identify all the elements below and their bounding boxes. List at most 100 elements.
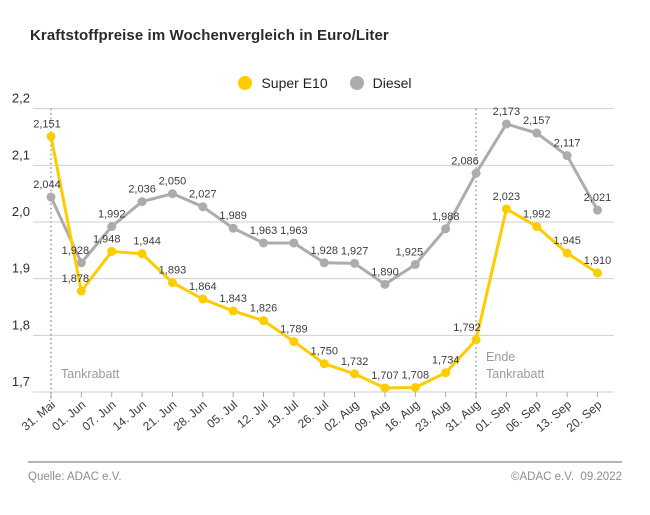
y-tick-label: 1,7 (12, 374, 30, 389)
x-tick-label: 21. Jun (140, 398, 179, 434)
data-point-label-diesel: 2,021 (584, 192, 612, 204)
data-point-label-diesel: 1,963 (250, 225, 278, 237)
data-point-diesel (501, 119, 511, 129)
data-point-label-diesel: 2,117 (554, 138, 581, 150)
annotation-text-ende-tankrabatt: Ende (486, 350, 515, 364)
data-point-diesel (198, 202, 208, 212)
data-point-diesel (46, 192, 56, 202)
data-point-diesel (228, 223, 238, 233)
data-point-super-e10 (501, 204, 511, 214)
data-point-label-diesel: 1,989 (219, 210, 247, 222)
data-point-label-super-e10: 1,864 (189, 281, 217, 293)
data-point-label-super-e10: 1,945 (553, 235, 581, 247)
data-point-label-diesel: 2,027 (189, 189, 217, 201)
x-tick-label: 31. Mai (19, 398, 58, 434)
data-point-label-super-e10: 1,792 (453, 322, 481, 334)
data-point-label-super-e10: 2,151 (33, 118, 61, 130)
y-tick-label: 1,9 (12, 261, 30, 276)
x-tick-label: 12. Jul (234, 398, 270, 431)
legend-label-diesel: Diesel (372, 75, 412, 91)
data-point-label-super-e10: 1,708 (402, 369, 430, 381)
chart-title: Kraftstoffpreise im Wochenvergleich in E… (30, 27, 389, 44)
x-tick-label: 14. Jun (110, 398, 149, 434)
data-point-diesel (137, 197, 147, 207)
data-point-super-e10 (562, 248, 572, 258)
data-point-diesel (167, 189, 177, 199)
data-point-label-diesel: 1,928 (62, 245, 90, 257)
x-tick-label: 28. Jun (171, 398, 210, 434)
data-point-label-super-e10: 1,732 (341, 356, 369, 368)
legend-item-diesel: Diesel (349, 75, 412, 91)
legend-item-super-e10: Super E10 (238, 75, 328, 91)
data-point-label-diesel: 2,050 (159, 176, 187, 188)
legend-swatch-super-e10-icon (238, 76, 253, 90)
data-point-super-e10 (76, 286, 86, 296)
data-point-diesel (259, 238, 269, 248)
data-point-label-diesel: 1,925 (396, 246, 424, 258)
x-tick-label: 07. Jun (79, 398, 118, 434)
data-point-super-e10 (410, 382, 420, 392)
data-point-label-diesel: 1,992 (98, 209, 126, 221)
data-point-super-e10 (198, 294, 208, 304)
data-point-label-super-e10: 1,948 (93, 233, 121, 245)
data-point-super-e10 (441, 368, 451, 378)
data-point-super-e10 (107, 246, 117, 256)
data-point-super-e10 (137, 249, 147, 259)
data-point-diesel (380, 279, 390, 289)
x-tick-label: 20. Sep (564, 397, 605, 435)
data-point-super-e10 (319, 359, 329, 369)
data-point-diesel (76, 258, 86, 268)
data-point-diesel (350, 258, 360, 268)
data-point-label-diesel: 2,173 (493, 106, 521, 118)
data-point-label-super-e10: 2,023 (493, 191, 521, 203)
data-point-super-e10 (350, 369, 360, 379)
data-point-diesel (471, 168, 481, 178)
x-tick-label: 01. Jun (49, 398, 88, 434)
data-point-label-diesel: 2,157 (523, 115, 551, 127)
data-point-super-e10 (228, 306, 238, 316)
data-point-diesel (410, 259, 420, 269)
data-point-label-diesel: 1,988 (432, 211, 460, 223)
data-point-diesel (441, 224, 451, 234)
x-tick-label: 19. Jul (265, 398, 301, 431)
data-point-super-e10 (289, 337, 299, 347)
x-tick-label: 05. Jul (204, 398, 240, 431)
data-point-diesel (289, 238, 299, 248)
data-point-diesel (592, 205, 602, 215)
data-point-label-diesel: 2,036 (128, 184, 156, 196)
data-point-diesel (107, 222, 117, 232)
y-tick-label: 2,1 (12, 147, 30, 162)
data-point-label-super-e10: 1,734 (432, 355, 460, 367)
data-point-diesel (562, 151, 572, 161)
data-point-label-diesel: 1,963 (280, 225, 308, 237)
legend-label-super-e10: Super E10 (261, 75, 328, 91)
data-point-diesel (532, 128, 542, 138)
data-point-label-diesel: 1,890 (371, 266, 399, 278)
y-tick-label: 2,0 (12, 204, 30, 219)
data-point-label-super-e10: 1,893 (159, 265, 187, 277)
data-point-super-e10 (167, 278, 177, 288)
data-point-label-diesel: 1,927 (341, 245, 369, 257)
legend-swatch-diesel-icon (349, 76, 364, 90)
data-point-super-e10 (532, 222, 542, 232)
data-point-label-diesel: 1,928 (310, 245, 338, 257)
data-point-label-super-e10: 1,910 (584, 255, 612, 267)
data-point-super-e10 (46, 131, 56, 141)
data-point-super-e10 (380, 383, 390, 393)
data-point-label-super-e10: 1,944 (133, 236, 161, 248)
data-point-diesel (319, 258, 329, 268)
annotation-text-ende-tankrabatt: Tankrabatt (486, 367, 545, 381)
data-point-label-super-e10: 1,707 (371, 370, 399, 382)
data-point-label-super-e10: 1,992 (523, 209, 551, 221)
y-tick-label: 1,8 (12, 317, 30, 332)
data-point-label-diesel: 2,044 (33, 179, 61, 191)
data-point-label-diesel: 2,086 (451, 155, 479, 167)
data-point-super-e10 (259, 316, 269, 326)
data-point-label-super-e10: 1,750 (310, 346, 338, 358)
data-point-label-super-e10: 1,878 (62, 273, 90, 285)
copyright-note: ©ADAC e.V. 09.2022 (511, 471, 622, 483)
legend: Super E10 Diesel (0, 75, 650, 91)
data-point-super-e10 (592, 268, 602, 278)
data-point-super-e10 (471, 335, 481, 345)
